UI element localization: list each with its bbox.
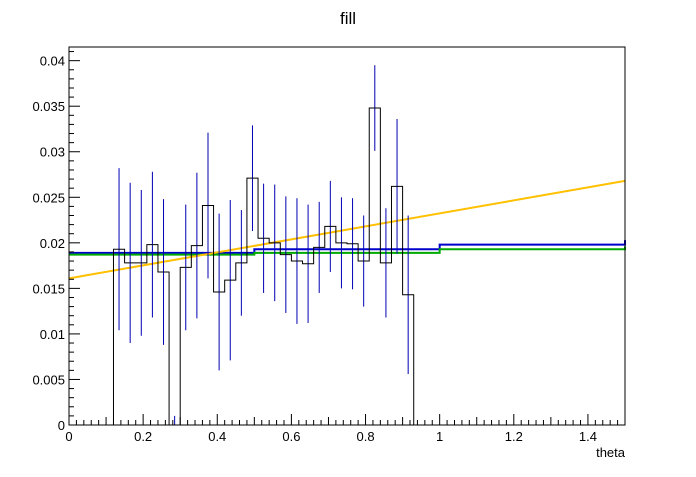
y-tick-label: 0.005 xyxy=(32,372,65,387)
x-tick-label: 1.4 xyxy=(579,429,597,444)
x-tick-label: 1.2 xyxy=(505,429,523,444)
x-tick-label: 1 xyxy=(436,429,443,444)
y-tick-label: 0.03 xyxy=(40,145,65,160)
y-axis: 0 0.005 0.01 0.015 0.02 0.025 0.03 0.035 0.04 xyxy=(32,51,80,433)
y-tick-label: 0.01 xyxy=(40,327,65,342)
x-tick-label: 0 xyxy=(65,429,72,444)
y-tick-label: 0.015 xyxy=(32,281,65,296)
y-tick-label: 0.04 xyxy=(40,54,65,69)
x-tick-label: 0.8 xyxy=(356,429,374,444)
chart-title: fill xyxy=(340,9,356,28)
y-tick-label: 0 xyxy=(58,418,65,433)
y-tick-label: 0.035 xyxy=(32,99,65,114)
fit-curve-3 xyxy=(68,179,626,280)
x-axis: 0 0.2 0.4 0.6 0.8 1 1.2 1.4 xyxy=(65,414,626,444)
plot-frame xyxy=(68,46,626,426)
y-tick-label: 0.025 xyxy=(32,190,65,205)
y-tick-label: 0.02 xyxy=(40,236,65,251)
x-axis-label: theta xyxy=(596,445,626,460)
x-tick-label: 0.2 xyxy=(134,429,152,444)
histogram-outline xyxy=(69,107,625,426)
x-tick-label: 0.4 xyxy=(208,429,226,444)
plot-area xyxy=(68,65,626,426)
x-tick-label: 0.6 xyxy=(282,429,300,444)
